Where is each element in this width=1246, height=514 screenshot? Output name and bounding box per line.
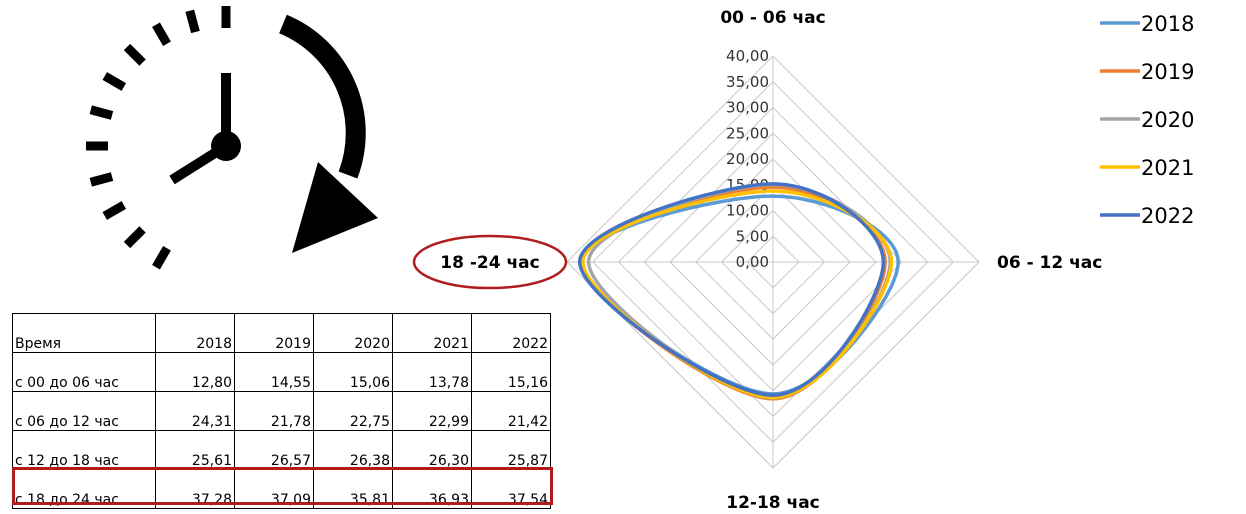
table-cell: 14,55 <box>234 352 314 392</box>
series-line-2021 <box>581 189 894 400</box>
legend-label-2022: 2022 <box>1141 204 1194 228</box>
table-cell: 15,06 <box>313 352 393 392</box>
table-cell: 21,42 <box>471 391 551 431</box>
axis-label-left: 18 -24 час <box>440 253 539 273</box>
table-cell: 12,80 <box>155 352 235 392</box>
table-cell: 2020 <box>313 313 393 353</box>
legend-label-2021: 2021 <box>1141 156 1194 180</box>
tick-label: 10,00 <box>726 202 769 220</box>
table-cell: 15,16 <box>471 352 551 392</box>
table-row: с 12 до 18 час 25,61 26,57 26,38 26,30 25,87 <box>12 430 551 470</box>
clock-center <box>211 131 241 161</box>
series-line-2022 <box>577 182 886 397</box>
table-cell: 26,30 <box>392 430 472 470</box>
table-row-label: с 12 до 18 час <box>12 430 156 470</box>
axis-label-bottom: 12-18 час <box>726 493 820 513</box>
legend-label-2019: 2019 <box>1141 60 1194 84</box>
radial-tick-labels: 0,005,0010,0015,0020,0025,0030,0035,0040… <box>726 47 769 271</box>
table-cell: 2018 <box>155 313 235 353</box>
clock-tick <box>89 172 114 187</box>
clock-tick <box>89 105 114 120</box>
chart-legend: 2018 2019 2020 2021 2022 <box>1100 12 1194 228</box>
tick-label: 35,00 <box>726 73 769 91</box>
clock-dashes <box>86 6 231 270</box>
clock-tick <box>102 201 127 220</box>
clock-rewind-icon <box>86 6 378 270</box>
tick-label: 40,00 <box>726 47 769 65</box>
clock-tick <box>152 22 171 47</box>
table-row-label: с 06 до 12 час <box>12 391 156 431</box>
table-row-label: с 00 до 06 час <box>12 352 156 392</box>
legend-label-2020: 2020 <box>1141 108 1194 132</box>
row-highlight-box <box>12 467 553 505</box>
axis-label-right: 06 - 12 час <box>997 253 1102 273</box>
table-cell: 26,38 <box>313 430 393 470</box>
axis-highlight-ellipse <box>412 234 568 290</box>
clock-arrow-arc <box>278 14 366 179</box>
table-cell: 24,31 <box>155 391 235 431</box>
clock-tick <box>123 43 146 66</box>
radar-chart: 0,005,0010,0015,0020,0025,0030,0035,0040… <box>412 8 1194 513</box>
clock-tick <box>102 72 127 91</box>
table-cell: 22,75 <box>313 391 393 431</box>
tick-label: 5,00 <box>736 227 769 245</box>
table-cell: 2022 <box>471 313 551 353</box>
radar-series <box>577 182 900 401</box>
clock-tick <box>152 245 171 270</box>
axis-label-top: 00 - 06 час <box>720 8 825 28</box>
table-row-label: Время <box>12 313 156 353</box>
clock-tick <box>185 9 200 34</box>
tick-label: 25,00 <box>726 124 769 142</box>
legend-label-2018: 2018 <box>1141 12 1194 36</box>
clock-arrowhead <box>292 162 378 253</box>
tick-label: 30,00 <box>726 99 769 117</box>
clock-tick <box>123 226 146 249</box>
tick-label: 0,00 <box>736 253 769 271</box>
table-cell: 25,87 <box>471 430 551 470</box>
radar-grid <box>566 55 980 469</box>
table-cell: 2019 <box>234 313 314 353</box>
table-cell: 26,57 <box>234 430 314 470</box>
table-cell: 25,61 <box>155 430 235 470</box>
tick-label: 20,00 <box>726 150 769 168</box>
table-cell: 21,78 <box>234 391 314 431</box>
